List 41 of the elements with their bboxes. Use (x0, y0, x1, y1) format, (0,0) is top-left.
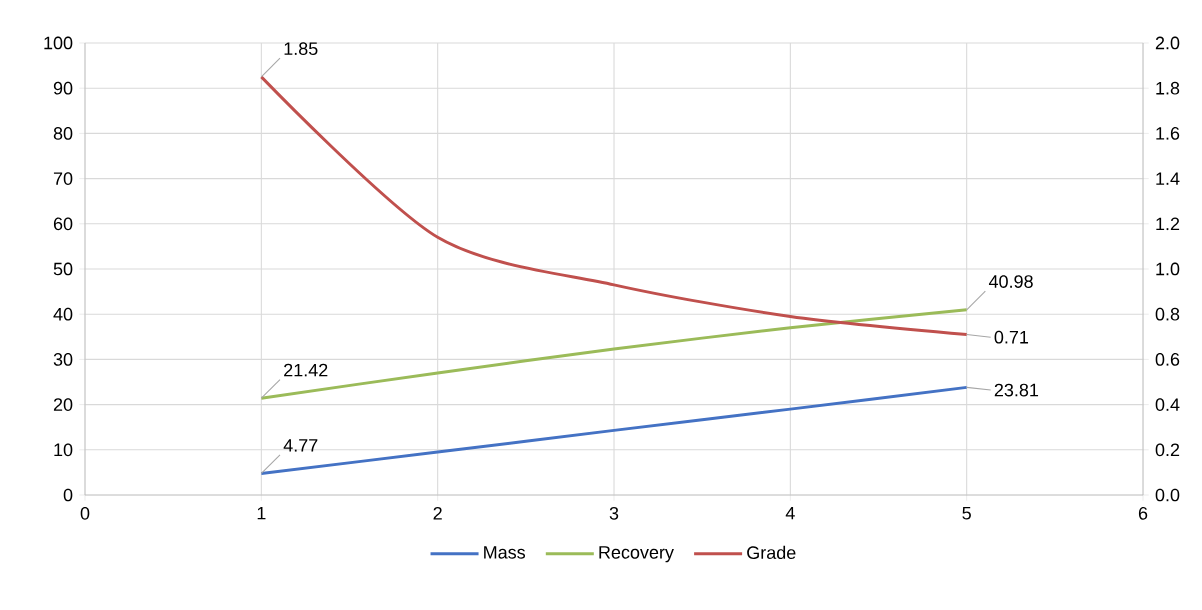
line-series (259, 308, 969, 400)
legend-label: Recovery (599, 546, 674, 563)
y2-tick-label: 0.0 (1155, 488, 1180, 502)
y-tick-label: 50 (53, 262, 73, 276)
y2-tick-label: 2.0 (1155, 36, 1180, 50)
y2-tick-label: 0.4 (1155, 398, 1180, 411)
legend-label: Grade (747, 545, 796, 560)
y-tick-label: 60 (53, 217, 73, 231)
x-tick-label: 2 (433, 506, 442, 520)
y2-tick-label: 1.2 (1156, 217, 1180, 231)
x-tick-label: 1 (257, 506, 266, 520)
data-label: 21.42 (284, 363, 328, 377)
x-tick-label: 3 (609, 506, 619, 520)
data-label: 4.77 (283, 439, 318, 452)
y-tick-label: 30 (53, 353, 73, 366)
data-label: 1.85 (284, 42, 318, 56)
legend-label: Mass (484, 546, 526, 559)
y-tick-label: 10 (54, 443, 73, 457)
y2-tick-label: 1.4 (1156, 172, 1180, 185)
x-tick-label: 5 (962, 506, 971, 520)
y-tick-label: 20 (53, 398, 73, 411)
y2-tick-label: 1.0 (1156, 262, 1180, 276)
y2-tick-label: 0.6 (1155, 353, 1180, 366)
y-tick-label: 100 (44, 36, 73, 50)
y-tick-label: 0 (63, 488, 73, 502)
y2-tick-label: 0.2 (1155, 443, 1180, 457)
data-label: 23.81 (994, 383, 1039, 397)
line-series (259, 75, 969, 337)
x-tick-label: 4 (785, 506, 795, 520)
x-tick-label: 0 (80, 506, 90, 520)
y-tick-label: 90 (53, 81, 73, 95)
data-label: 40.98 (988, 275, 1033, 288)
y-tick-label: 40 (53, 307, 73, 321)
y-tick-label: 80 (53, 127, 73, 140)
y2-tick-label: 1.8 (1156, 81, 1180, 95)
line-series (259, 385, 969, 475)
y2-tick-label: 0.8 (1155, 307, 1180, 321)
data-label: 0.71 (994, 330, 1029, 344)
y2-tick-label: 1.6 (1156, 127, 1180, 140)
y-tick-label: 70 (53, 172, 73, 185)
x-tick-label: 6 (1138, 506, 1148, 520)
